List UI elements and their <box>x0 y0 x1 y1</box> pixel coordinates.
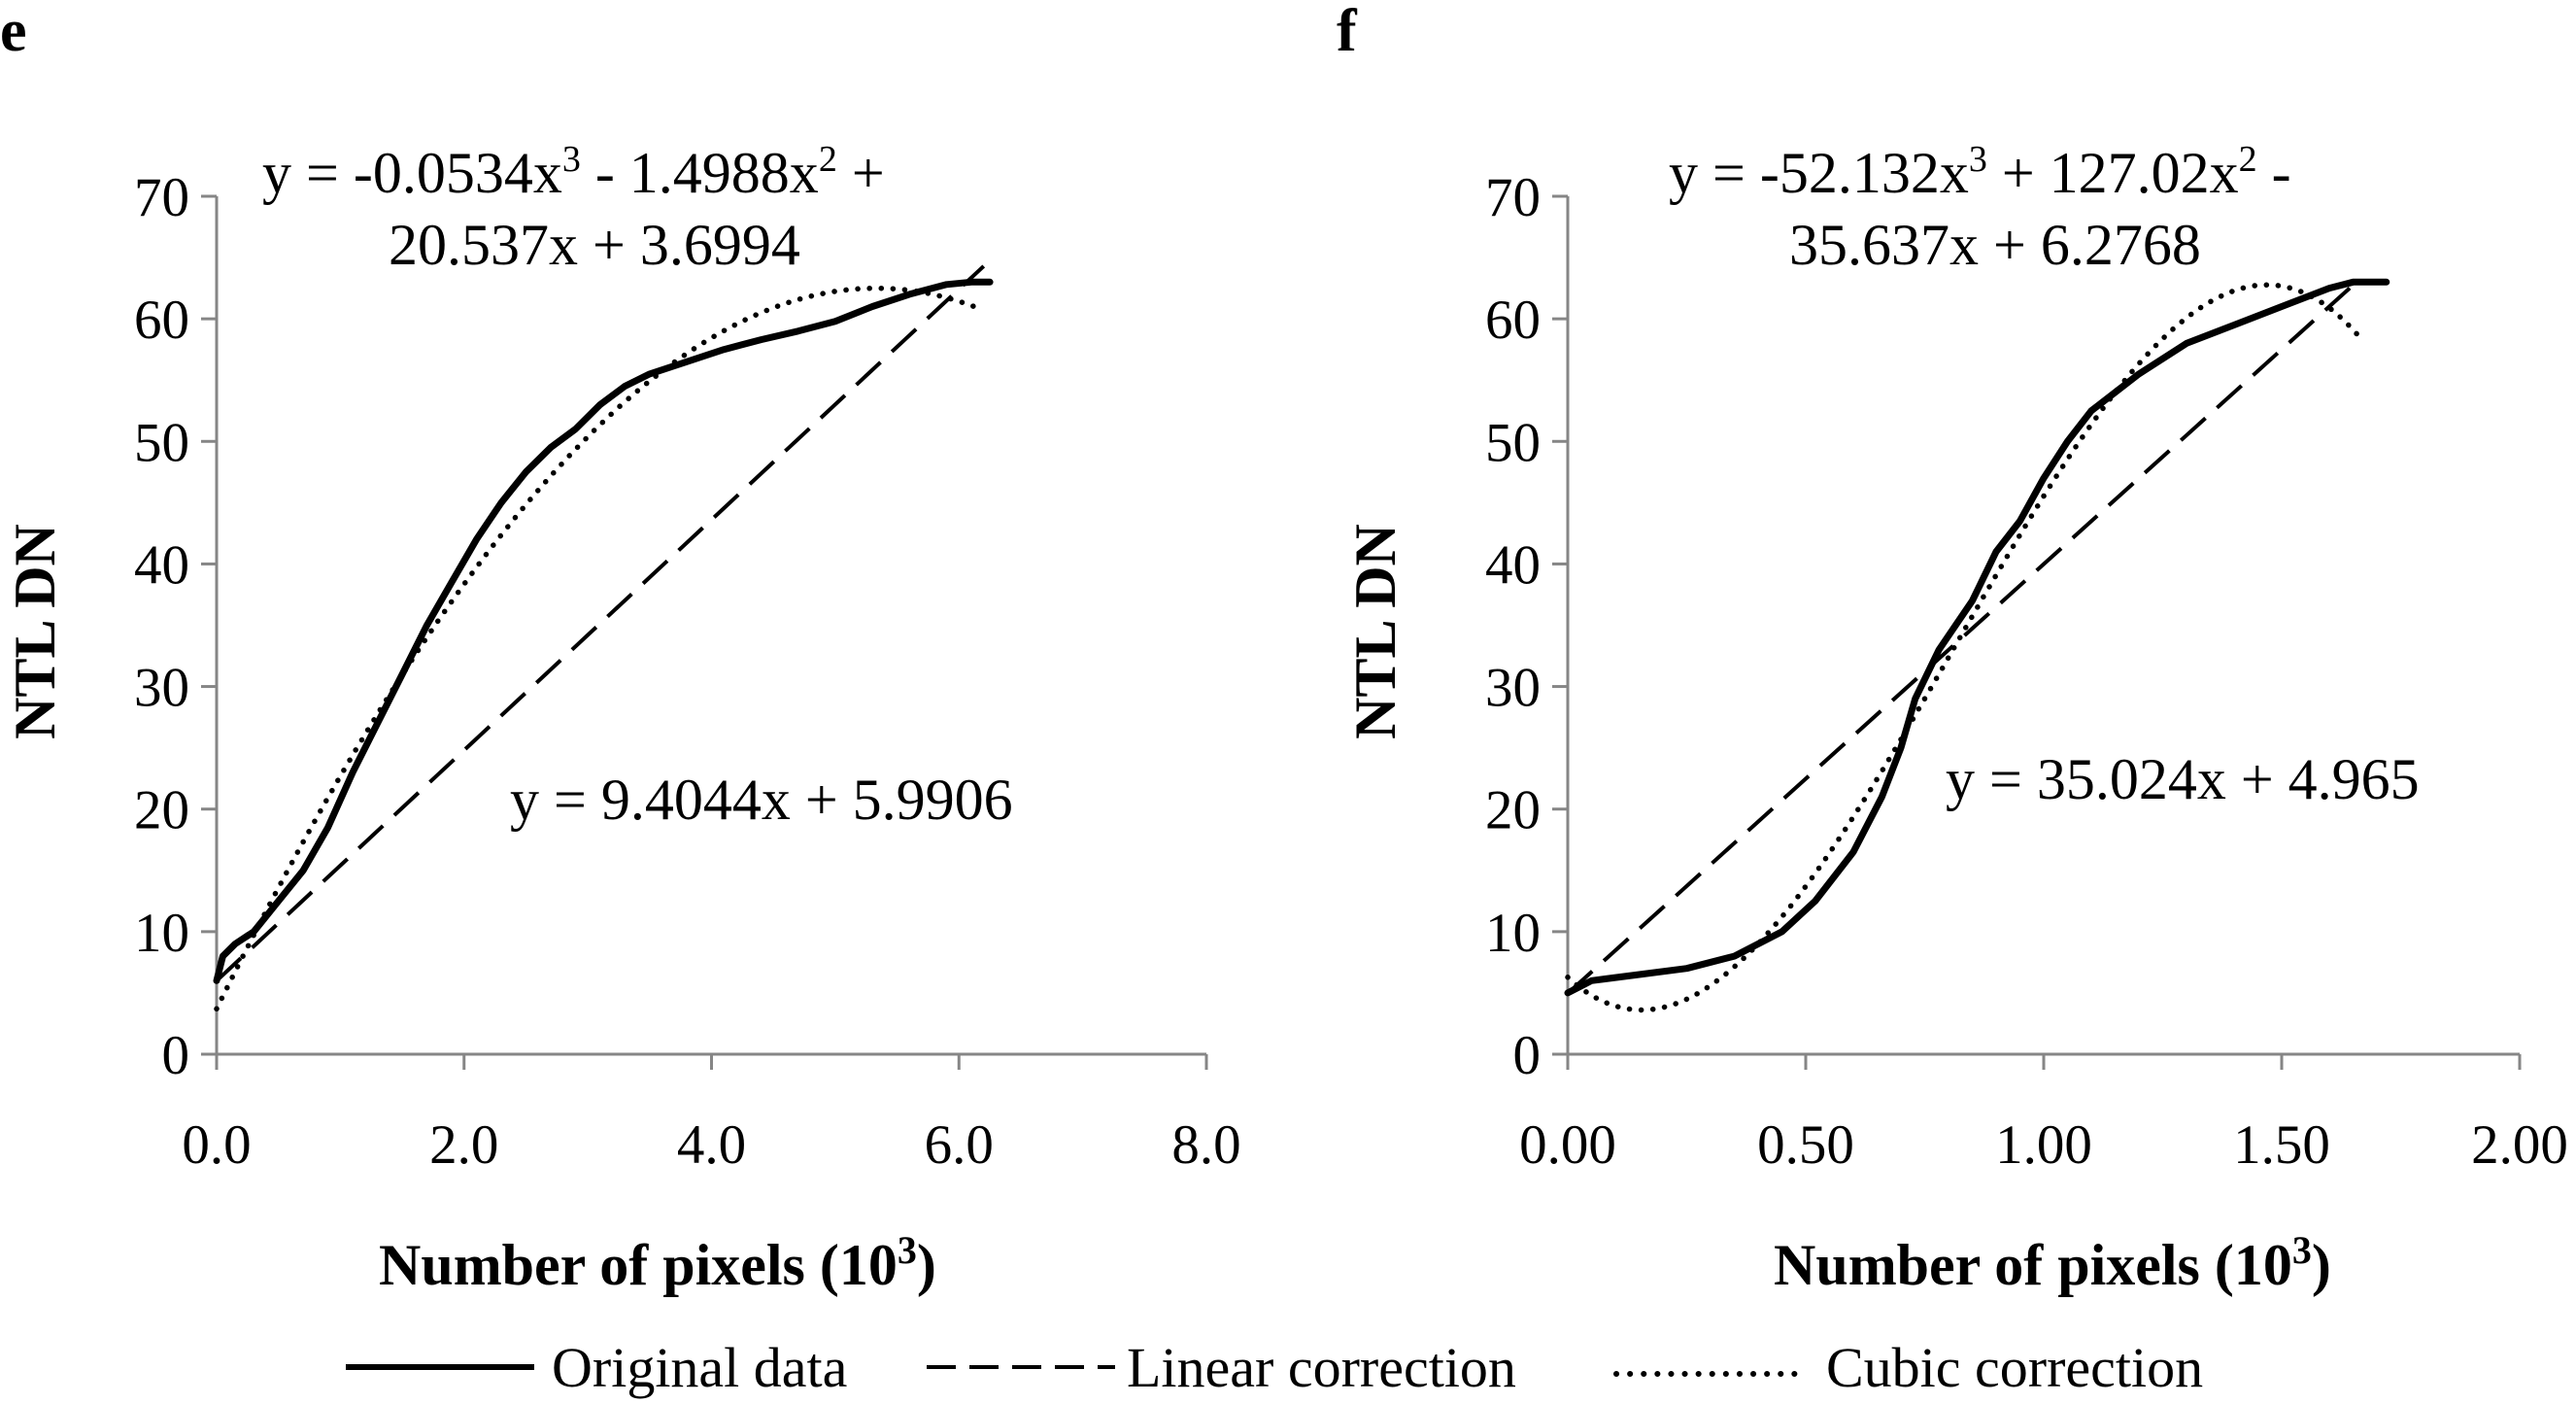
panel-f-y-tick-label: 60 <box>1485 290 1541 351</box>
panel-f-cubic-equation-line2: 35.637x + 6.2768 <box>1789 213 2201 277</box>
panel-f-linear-correction-line <box>1566 283 2355 995</box>
panel-e-x-tick-label: 6.0 <box>925 1114 994 1176</box>
panel-e-y-tick-label: 30 <box>134 658 189 719</box>
panel-e-ticks: 0 10 20 30 40 50 60 70 0.0 2.0 4.0 6.0 8.0 <box>134 167 1241 1176</box>
panel-f-y-tick-label: 0 <box>1513 1025 1542 1086</box>
panel-e-x-axis-title: Number of pixels (103) <box>379 1228 936 1297</box>
legend: Original data Linear correction Cubic co… <box>346 1336 2203 1399</box>
panel-f-y-tick-label: 50 <box>1485 412 1541 473</box>
panel-f-x-axis-title: Number of pixels (103) <box>1774 1228 2331 1297</box>
panel-e-x-tick-label: 0.0 <box>182 1114 251 1176</box>
panel-f-x-tick-label: 2.00 <box>2471 1114 2568 1176</box>
panel-f-y-tick-label: 20 <box>1485 780 1541 841</box>
panel-e-cubic-equation-line1: y = -0.0534x3 - 1.4988x2 + <box>262 139 885 205</box>
panel-f-y-tick-label: 70 <box>1485 167 1541 228</box>
panel-e-axes <box>215 196 1206 1056</box>
panel-e-y-tick-label: 70 <box>134 167 189 228</box>
panel-e-y-tick-label: 40 <box>134 534 189 596</box>
panel-f-y-tick-label: 30 <box>1485 658 1541 719</box>
panel-e-linear-equation: y = 9.4044x + 5.9906 <box>510 768 1013 832</box>
panel-e-linear-correction-line <box>215 264 986 982</box>
panel-e-cubic-correction-curve <box>214 285 987 1012</box>
panel-e-x-tick-label: 4.0 <box>677 1114 746 1176</box>
legend-label-original: Original data <box>552 1336 847 1399</box>
panel-f-axes <box>1566 196 2520 1056</box>
panel-e-y-tick-label: 60 <box>134 290 189 351</box>
panel-f-y-axis-title: NTL DN <box>1343 524 1407 739</box>
panel-f-y-tick-label: 10 <box>1485 903 1541 964</box>
panel-f-x-tick-label: 0.00 <box>1519 1114 1616 1176</box>
panel-e-original-data-line <box>213 278 994 984</box>
panel-f-x-tick-label: 1.50 <box>2233 1114 2330 1176</box>
panel-f-cubic-equation-line1: y = -52.132x3 + 127.02x2 - <box>1669 139 2291 205</box>
panel-f: f 0 10 20 30 40 50 60 70 0.00 0.50 1.00 1.50 2.00 y … <box>1337 0 2568 1297</box>
panel-f-x-tick-label: 1.00 <box>1995 1114 2092 1176</box>
panel-e-y-tick-label: 50 <box>134 412 189 473</box>
panel-e-y-tick-label: 0 <box>162 1025 190 1086</box>
panel-f-original-data-line <box>1564 278 2390 997</box>
panel-f-linear-equation: y = 35.024x + 4.965 <box>1946 747 2420 811</box>
panel-f-x-tick-label: 0.50 <box>1757 1114 1854 1176</box>
panel-f-cubic-correction-curve <box>1565 282 2361 1013</box>
panel-f-series <box>1564 278 2390 1013</box>
panel-e: e 0 10 20 30 40 50 60 70 0.0 2.0 4.0 6.0 8.0 y = -0.… <box>0 0 1241 1297</box>
panel-e-x-tick-label: 8.0 <box>1171 1114 1240 1176</box>
legend-label-linear: Linear correction <box>1127 1336 1516 1399</box>
legend-label-cubic: Cubic correction <box>1826 1336 2203 1399</box>
panel-e-letter: e <box>0 0 27 64</box>
panel-f-letter: f <box>1337 0 1358 64</box>
panel-e-x-tick-label: 2.0 <box>429 1114 498 1176</box>
panel-f-ticks: 0 10 20 30 40 50 60 70 0.00 0.50 1.00 1.50 2.00 <box>1485 167 2568 1176</box>
panel-e-y-axis-title: NTL DN <box>3 524 67 739</box>
panel-e-y-tick-label: 20 <box>134 780 189 841</box>
panel-f-y-tick-label: 40 <box>1485 534 1541 596</box>
panel-e-y-tick-label: 10 <box>134 903 189 964</box>
panel-e-series <box>213 264 994 1012</box>
panel-e-cubic-equation-line2: 20.537x + 3.6994 <box>389 213 800 277</box>
